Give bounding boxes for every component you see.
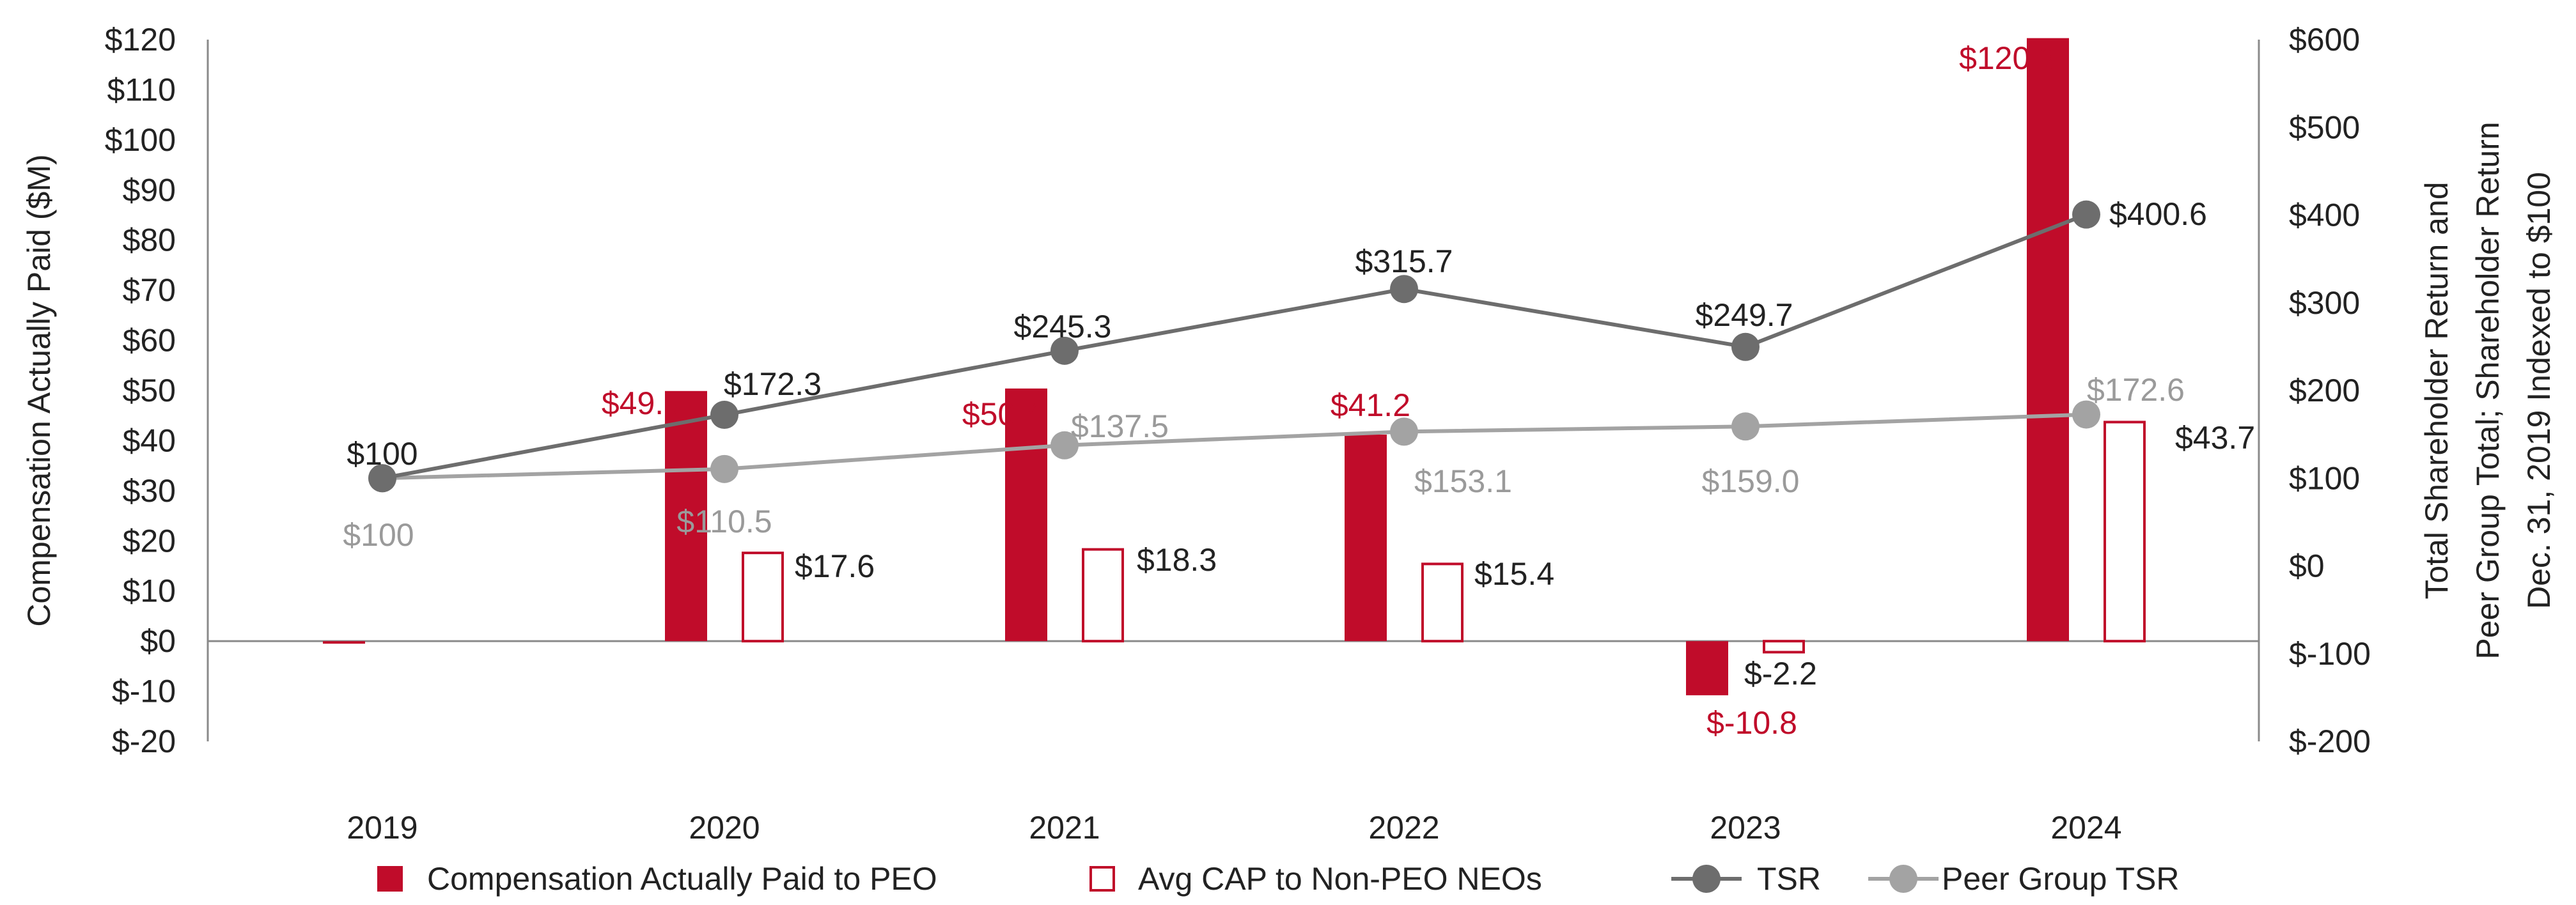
tsr-point (368, 464, 396, 493)
legend: Compensation Actually Paid to PEO Avg CAP… (377, 861, 2179, 897)
legend-label-tsr: TSR (1757, 861, 1821, 897)
peo-cap-bar (1005, 388, 1047, 642)
left-tick-label: $70 (123, 272, 176, 308)
left-axis-title: Compensation Actually Paid ($M) (21, 154, 57, 626)
x-tick-label: 2020 (689, 810, 760, 846)
peer-tsr-data-label: $100 (343, 517, 414, 553)
avg-cap-bar (1082, 548, 1124, 643)
avg-cap-data-label: $17.6 (795, 548, 875, 584)
avg-cap-bar (742, 552, 784, 643)
peo-cap-data-label: $120.3 (1959, 40, 2057, 76)
tsr-data-label: $400.6 (2109, 196, 2207, 232)
tsr-data-label: $100 (347, 436, 418, 472)
x-tick-label: 2019 (347, 810, 418, 846)
right-tick-label: $600 (2289, 22, 2360, 58)
left-tick-label: $80 (123, 222, 176, 258)
left-tick-label: $100 (105, 122, 176, 158)
right-tick-label: $300 (2289, 285, 2360, 321)
tsr-point (1731, 332, 1760, 361)
tsr-data-label: $245.3 (1014, 309, 1112, 344)
legend-swatch-avg (1089, 866, 1115, 892)
peer-tsr-data-label: $153.1 (1414, 463, 1512, 499)
left-tick-label: $40 (123, 422, 176, 458)
left-tick-label: $30 (123, 473, 176, 509)
right-axis-title-line: Dec. 31, 2019 Indexed to $100 (2521, 172, 2557, 609)
peer-tsr-point (1390, 417, 1418, 446)
left-tick-label: $-20 (112, 723, 176, 759)
right-tick-label: $-100 (2289, 636, 2371, 672)
tsr-point (2072, 200, 2100, 229)
peo-cap-bar (323, 641, 365, 644)
peer-tsr-point (1731, 412, 1760, 441)
legend-label-peo: Compensation Actually Paid to PEO (427, 861, 937, 897)
tsr-data-label: $315.7 (1355, 244, 1453, 279)
tsr-data-label: $172.3 (724, 366, 822, 402)
left-tick-label: $0 (140, 623, 176, 659)
right-tick-label: $100 (2289, 460, 2360, 496)
legend-swatch-tsr-dot (1692, 865, 1721, 893)
bars (323, 38, 2146, 695)
legend-swatch-peo (377, 866, 403, 892)
tsr-point (1050, 336, 1079, 365)
right-axis-title-line: Peer Group Total; Shareholder Return (2470, 121, 2506, 659)
peer-tsr-data-label: $172.6 (2087, 372, 2185, 408)
left-tick-label: $50 (123, 373, 176, 408)
peer-tsr-point (2072, 400, 2100, 429)
peo-cap-data-label: $49.9 (602, 385, 682, 421)
left-tick-label: $60 (123, 323, 176, 359)
legend-label-avg: Avg CAP to Non-PEO NEOs (1138, 861, 1542, 897)
peo-cap-bar (665, 391, 707, 642)
peo-cap-bar (2027, 38, 2069, 642)
peo-cap-data-label: $-10.8 (1706, 705, 1797, 741)
left-tick-label: $10 (123, 573, 176, 609)
right-tick-label: $0 (2289, 548, 2325, 584)
left-tick-label: $90 (123, 172, 176, 208)
peer-tsr-point (1050, 431, 1079, 460)
legend-swatch-peer-dot (1889, 865, 1917, 893)
x-tick-label: 2023 (1710, 810, 1781, 846)
peer-tsr-point (710, 454, 738, 483)
right-tick-label: $200 (2289, 373, 2360, 408)
peer-tsr-data-label: $137.5 (1071, 408, 1169, 444)
avg-cap-data-label: $15.4 (1474, 556, 1554, 592)
peer-tsr-data-label: $159.0 (1702, 463, 1800, 499)
left-tick-label: $-10 (112, 674, 176, 709)
axes: $120 $110 $100 $90 $80 $70 $60 $50 $40 $30 $20 $10 $… (21, 22, 2557, 846)
lines (368, 200, 2100, 493)
right-tick-label: $400 (2289, 197, 2360, 233)
right-tick-label: $-200 (2289, 723, 2371, 759)
tsr-data-label: $249.7 (1696, 297, 1793, 333)
data-labels: $49.9 $50.4 $41.2 $-10.8 $120.3 $17.6 $18.3 $15… (343, 40, 2255, 741)
peo-cap-bar (1686, 641, 1728, 695)
avg-cap-bar (1763, 640, 1805, 654)
peer-tsr-line (382, 412, 2087, 481)
x-tick-label: 2021 (1029, 810, 1100, 846)
peo-cap-bar (1345, 435, 1387, 642)
left-tick-label: $110 (107, 72, 176, 107)
left-tick-label: $20 (123, 523, 176, 559)
legend-label-peer: Peer Group TSR (1942, 861, 2179, 897)
avg-cap-data-label: $-2.2 (1744, 656, 1817, 692)
left-tick-label: $120 (105, 22, 176, 58)
peo-cap-data-label: $50.4 (962, 396, 1042, 432)
tsr-point (710, 401, 738, 429)
tsr-line (382, 212, 2088, 481)
peo-cap-data-label: $41.2 (1331, 387, 1410, 423)
avg-cap-bar (1421, 562, 1464, 643)
right-tick-label: $500 (2289, 109, 2360, 145)
peer-tsr-data-label: $110.5 (676, 504, 772, 539)
right-axis-title-line: Total Shareholder Return and (2419, 182, 2455, 599)
x-tick-label: 2022 (1368, 810, 1439, 846)
avg-cap-data-label: $43.7 (2175, 420, 2255, 456)
avg-cap-bar (2104, 421, 2146, 643)
tsr-point (1390, 275, 1418, 304)
x-tick-label: 2024 (2050, 810, 2121, 846)
avg-cap-data-label: $18.3 (1137, 542, 1217, 578)
